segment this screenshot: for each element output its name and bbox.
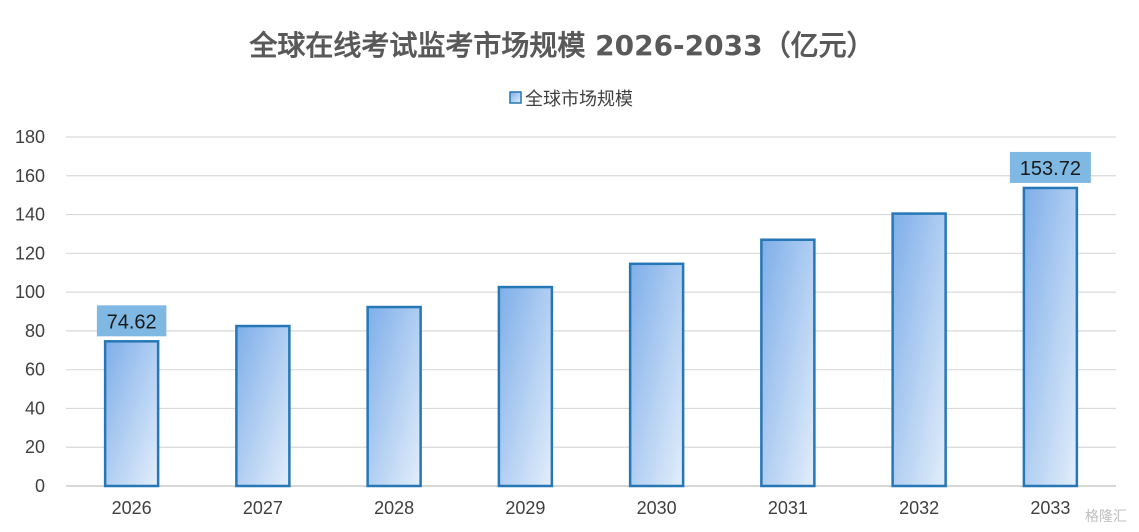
data-label-box xyxy=(1009,151,1091,183)
y-tick-label: 40 xyxy=(25,398,45,418)
x-axis-tick-labels: 2026 2027 2028 2029 2030 2031 2032 2033 xyxy=(112,498,1071,518)
bar xyxy=(760,238,816,488)
bars xyxy=(103,186,1079,488)
y-tick-label: 80 xyxy=(25,321,45,341)
legend[interactable]: 全球市场规模 xyxy=(509,89,633,110)
y-axis-tick-labels: 0 20 40 60 80 100 120 140 160 180 xyxy=(15,127,45,496)
y-tick-label: 120 xyxy=(15,243,45,263)
legend-label: 全球市场规模 xyxy=(525,89,633,110)
x-tick-label: 2030 xyxy=(637,498,677,518)
x-tick-label: 2033 xyxy=(1030,498,1070,518)
data-label-box xyxy=(96,305,167,337)
y-tick-label: 160 xyxy=(15,166,45,186)
x-tick-label: 2028 xyxy=(374,498,414,518)
y-tick-label: 180 xyxy=(15,127,45,147)
bar xyxy=(103,340,160,488)
x-tick-label: 2026 xyxy=(112,498,152,518)
legend-swatch xyxy=(509,91,522,104)
data-labels: 74.62 153.72 xyxy=(96,151,1091,337)
data-label: 153.72 xyxy=(1020,158,1081,180)
y-tick-label: 20 xyxy=(25,437,45,457)
data-label: 74.62 xyxy=(107,311,157,333)
watermark: 格隆汇 xyxy=(1085,509,1127,525)
bar xyxy=(1022,186,1079,488)
x-tick-label: 2029 xyxy=(505,498,545,518)
x-tick-label: 2032 xyxy=(899,498,939,518)
bar xyxy=(366,305,422,488)
bar xyxy=(891,212,947,488)
chart-title: 全球在线考试监考市场规模 2026-2033（亿元） xyxy=(248,29,874,62)
y-tick-label: 0 xyxy=(35,476,45,496)
x-tick-label: 2027 xyxy=(243,498,283,518)
y-tick-label: 140 xyxy=(15,205,45,225)
bar xyxy=(235,324,291,488)
y-tick-label: 60 xyxy=(25,360,45,380)
bar xyxy=(497,285,554,488)
bar xyxy=(628,262,685,488)
x-tick-label: 2031 xyxy=(768,498,808,518)
y-tick-label: 100 xyxy=(15,282,45,302)
gridlines xyxy=(66,136,1116,487)
